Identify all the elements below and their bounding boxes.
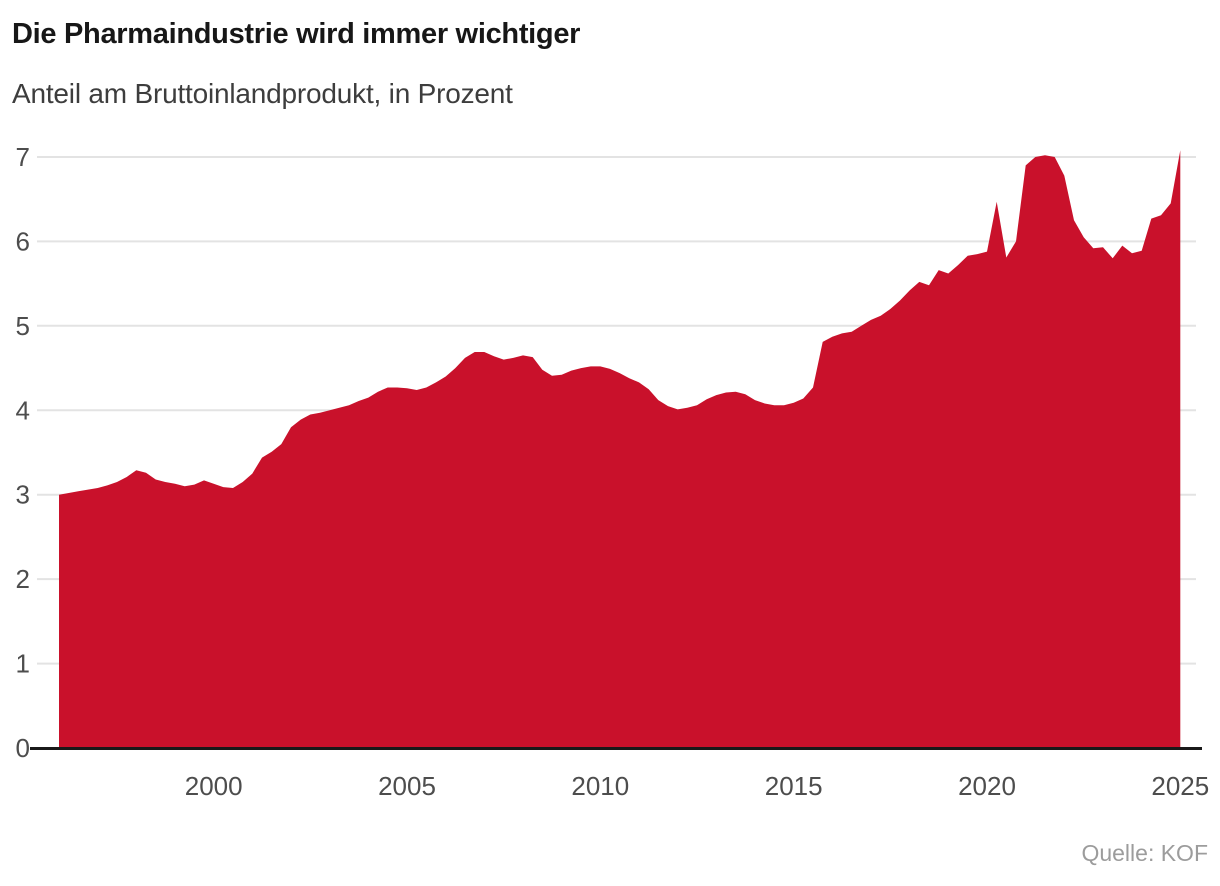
x-tick-label-2025: 2025 bbox=[1151, 771, 1209, 801]
x-tick-label-2005: 2005 bbox=[378, 771, 436, 801]
y-tick-label-5: 5 bbox=[16, 311, 30, 341]
y-tick-label-1: 1 bbox=[16, 649, 30, 679]
y-tick-label-4: 4 bbox=[16, 395, 30, 425]
x-tick-label-2020: 2020 bbox=[958, 771, 1016, 801]
source-credit: Quelle: KOF bbox=[1081, 840, 1208, 866]
x-tick-label-2015: 2015 bbox=[765, 771, 823, 801]
y-tick-label-2: 2 bbox=[16, 564, 30, 594]
chart-subtitle: Anteil am Bruttoinlandprodukt, in Prozen… bbox=[12, 78, 513, 109]
x-tick-label-2000: 2000 bbox=[185, 771, 243, 801]
y-tick-label-3: 3 bbox=[16, 480, 30, 510]
x-tick-label-2010: 2010 bbox=[571, 771, 629, 801]
y-tick-label-6: 6 bbox=[16, 226, 30, 256]
chart-title: Die Pharmaindustrie wird immer wichtiger bbox=[12, 18, 581, 50]
y-tick-label-7: 7 bbox=[16, 142, 30, 172]
y-tick-label-0: 0 bbox=[16, 733, 30, 763]
gdp-share-area bbox=[59, 150, 1181, 748]
